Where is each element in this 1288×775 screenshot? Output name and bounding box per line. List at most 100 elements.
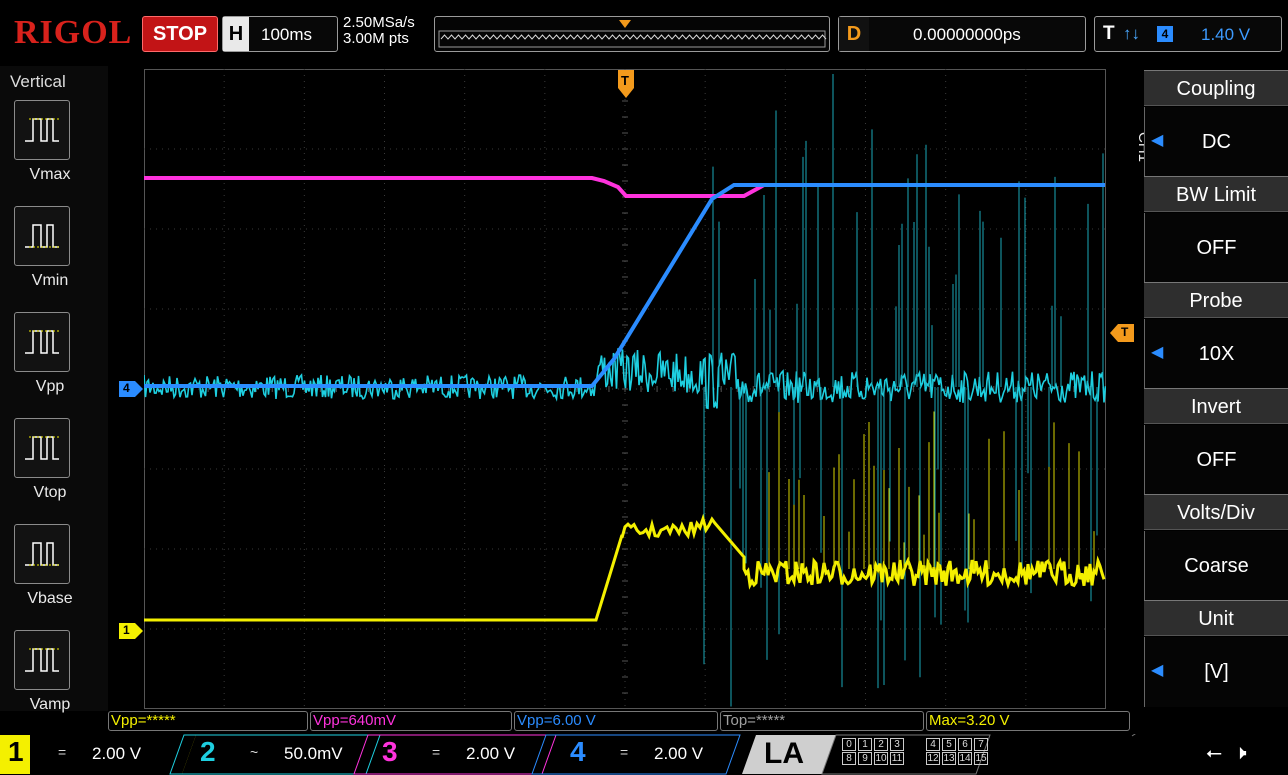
ch4-marker-label: 4 <box>123 381 130 395</box>
timebase-box[interactable]: H 100ms <box>222 16 338 52</box>
la-bit: 2 <box>874 738 888 751</box>
menu-probe-value[interactable]: ◀ 10X <box>1144 319 1288 389</box>
trigger-level: 1.40 V <box>1201 25 1251 44</box>
menu-select-arrow-icon: ◀ <box>1151 132 1164 149</box>
measure-button-vtop[interactable] <box>14 418 70 478</box>
usb-icon: ⭠ <box>1206 742 1222 764</box>
speaker-mute-icon[interactable]: 🕨 <box>1234 742 1247 764</box>
vmax-icon <box>25 118 59 142</box>
menu-volts-div-value[interactable]: Coarse <box>1144 531 1288 601</box>
ch4-scale: 2.00 V <box>654 744 704 763</box>
ch1-offset-marker[interactable]: 1 <box>119 623 143 639</box>
channel-status-bar <box>0 734 1288 775</box>
la-bit: 15 <box>974 752 988 765</box>
la-bit: 13 <box>942 752 956 765</box>
measure-label-vtop: Vtop <box>33 484 67 501</box>
menu-coupling-label[interactable]: Coupling <box>1144 70 1288 106</box>
ch3-number[interactable]: 3 <box>382 736 398 767</box>
la-bit: 5 <box>942 738 956 751</box>
ch3-coupling: = <box>432 744 441 760</box>
measure-button-vmax[interactable] <box>14 100 70 160</box>
measurement-3[interactable]: Vpp=6.00 V <box>514 711 718 731</box>
measure-button-vbase[interactable] <box>14 524 70 584</box>
la-bit: 6 <box>958 738 972 751</box>
measurement-1[interactable]: Vpp=***** <box>108 711 308 731</box>
menu-unit-value[interactable]: ◀ [V] <box>1144 637 1288 707</box>
la-bit: 10 <box>874 752 888 765</box>
menu-bw-limit-value[interactable]: OFF <box>1144 213 1288 283</box>
vamp-icon <box>25 648 59 672</box>
memory-trigger-marker-icon <box>619 20 631 28</box>
measurement-2[interactable]: Vpp=640mV <box>310 711 512 731</box>
measure-label-vamp: Vamp <box>29 696 71 713</box>
la-bit: 9 <box>858 752 872 765</box>
menu-coupling-value[interactable]: ◀ DC <box>1144 107 1288 177</box>
ch4-coupling: = <box>620 744 629 760</box>
la-bit: 11 <box>890 752 904 765</box>
menu-invert-value[interactable]: OFF <box>1144 425 1288 495</box>
ch2-scale: 50.0mV <box>284 744 343 763</box>
measure-button-vamp[interactable] <box>14 630 70 690</box>
delay-key: D <box>839 17 869 51</box>
ch3-scale: 2.00 V <box>466 744 516 763</box>
trigger-level-marker[interactable]: T <box>1110 324 1134 342</box>
menu-bw-limit-value-text: OFF <box>1196 237 1237 259</box>
la-bit: 7 <box>974 738 988 751</box>
la-bit: 3 <box>890 738 904 751</box>
measure-button-vpp[interactable] <box>14 312 70 372</box>
rigol-logo: RIGOL <box>14 14 133 51</box>
delay-value: 0.00000000ps <box>913 25 1021 44</box>
menu-coupling-value-text: DC <box>1202 131 1231 153</box>
ch2-coupling: ~ <box>250 744 259 760</box>
menu-invert-label[interactable]: Invert <box>1144 388 1288 424</box>
menu-bw-limit-label[interactable]: BW Limit <box>1144 176 1288 212</box>
menu-select-arrow-icon: ◀ <box>1151 344 1164 361</box>
trigger-source: 4 <box>1157 26 1173 42</box>
measure-label-vbase: Vbase <box>27 590 73 607</box>
trigger-box[interactable]: T ↑↓ 4 1.40 V <box>1094 16 1282 52</box>
la-bit: 1 <box>858 738 872 751</box>
menu-volts-div-label[interactable]: Volts/Div <box>1144 494 1288 530</box>
measure-button-vmin[interactable] <box>14 206 70 266</box>
waveform-display[interactable] <box>144 69 1106 709</box>
channel-tabs-background <box>0 734 1136 775</box>
ch4-waveform <box>144 183 1105 388</box>
top-status-bar: RIGOL STOP H 100ms 2.50MSa/s 3.00M pts D… <box>0 0 1288 66</box>
ch2-number[interactable]: 2 <box>200 736 216 767</box>
run-stop-status[interactable]: STOP <box>142 16 218 52</box>
vertical-measure-panel <box>0 66 108 711</box>
la-bit: 14 <box>958 752 972 765</box>
trigger-position-marker[interactable]: T <box>616 70 636 100</box>
measurement-4[interactable]: Top=***** <box>720 711 924 731</box>
measure-label-vpp: Vpp <box>35 378 65 395</box>
la-bit: 0 <box>842 738 856 751</box>
left-menu-title: Vertical <box>10 72 66 91</box>
menu-probe-value-text: 10X <box>1198 343 1235 365</box>
menu-invert-value-text: OFF <box>1196 449 1237 471</box>
menu-unit-label[interactable]: Unit <box>1144 600 1288 636</box>
la-bit: 4 <box>926 738 940 751</box>
trigger-key: T <box>1103 23 1115 44</box>
menu-select-arrow-icon: ◀ <box>1151 662 1164 679</box>
vpp-icon <box>25 330 59 354</box>
trigger-position-label: T <box>621 73 629 88</box>
ch1-waveform <box>144 411 1106 622</box>
ch1-number[interactable]: 1 <box>8 736 24 767</box>
la-label[interactable]: LA <box>764 737 804 770</box>
la-bit: 12 <box>926 752 940 765</box>
memory-depth: 3.00M pts <box>343 30 409 47</box>
timebase-key: H <box>223 17 249 51</box>
menu-unit-value-text: [V] <box>1204 661 1229 683</box>
ch4-offset-marker[interactable]: 4 <box>119 381 143 397</box>
measurement-5[interactable]: Max=3.20 V <box>926 711 1130 731</box>
memory-overview-strip[interactable] <box>434 16 830 52</box>
delay-box[interactable]: D 0.00000000ps <box>838 16 1086 52</box>
la-bit: 8 <box>842 752 856 765</box>
ch4-number[interactable]: 4 <box>570 736 586 767</box>
vmin-icon <box>25 224 59 248</box>
sample-rate: 2.50MSa/s <box>343 14 415 31</box>
ch1-scale: 2.00 V <box>92 744 142 763</box>
vtop-icon <box>25 436 59 460</box>
measure-label-vmin: Vmin <box>31 272 69 289</box>
menu-probe-label[interactable]: Probe <box>1144 282 1288 318</box>
